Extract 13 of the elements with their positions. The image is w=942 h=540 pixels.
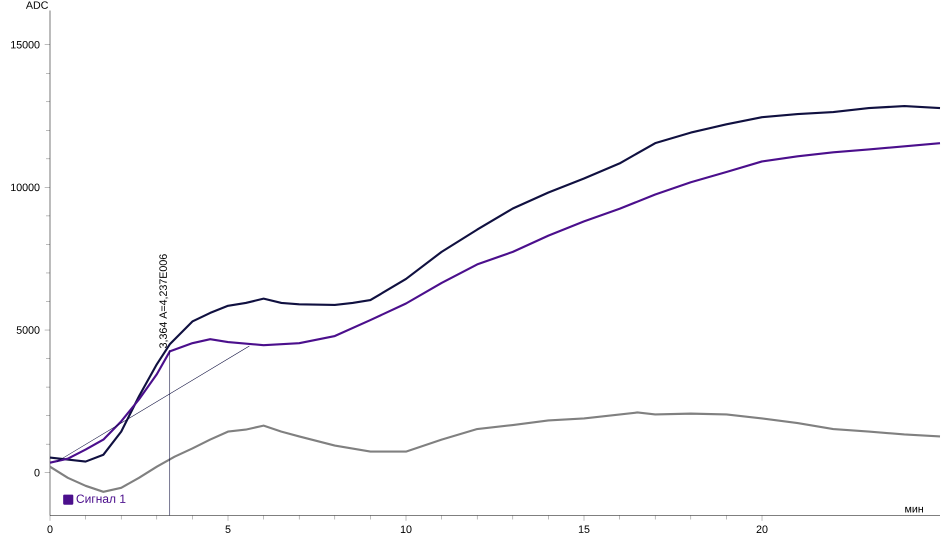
y-tick-label: 15000 xyxy=(11,40,40,48)
x-tick-label: 0 xyxy=(47,525,53,533)
x-axis-title: мин xyxy=(905,506,923,512)
x-tick-label: 20 xyxy=(756,525,768,533)
x-tick-label: 5 xyxy=(225,525,231,533)
annotation: 3,364 A=4,237E006 xyxy=(159,254,168,348)
y-tick-label: 0 xyxy=(34,468,40,476)
y-tick-label: 10000 xyxy=(11,183,40,191)
x-tick-label: 10 xyxy=(400,525,412,533)
x-tick-label: 15 xyxy=(578,525,590,533)
y-axis-title: ADC xyxy=(26,1,48,9)
legend-label: Сигнал 1 xyxy=(76,494,126,503)
y-tick-label: 5000 xyxy=(16,326,40,334)
